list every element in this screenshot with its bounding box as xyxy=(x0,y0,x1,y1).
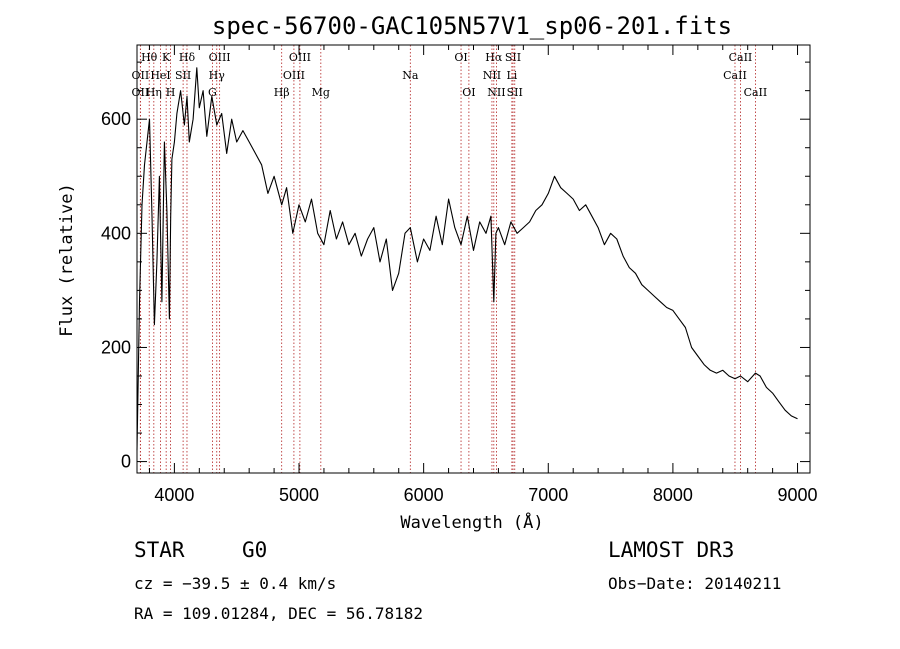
x-tick-label: 6000 xyxy=(404,485,444,505)
spectral-line-label: OIII xyxy=(283,69,305,82)
x-tick-label: 4000 xyxy=(154,485,194,505)
y-tick-label: 400 xyxy=(101,223,131,243)
spectral-line-label: OI xyxy=(462,86,475,99)
spectral-line-label: SII xyxy=(505,51,521,64)
x-tick-label: 5000 xyxy=(279,485,319,505)
spectrum-plot: spec-56700-GAC105N57V1_sp06-201.fits Hθ O… xyxy=(57,12,818,533)
spectral-line-label: Na xyxy=(402,69,419,82)
spectral-line-label: OIII xyxy=(289,51,311,64)
spectral-line-label: CaII xyxy=(729,51,753,64)
object-class: STAR xyxy=(134,538,185,562)
spectral-line-label: SII xyxy=(507,86,523,99)
spectral-line-label: Hθ xyxy=(141,51,158,64)
spectrum-line xyxy=(136,67,798,451)
spectral-line-label: Hγ xyxy=(209,69,226,82)
spectral-line-label: CaII xyxy=(723,69,747,82)
spectral-line-label: NII xyxy=(483,69,501,82)
y-axis-label: Flux (relative) xyxy=(57,183,77,337)
object-subclass: G0 xyxy=(242,538,268,562)
x-tick-label: 7000 xyxy=(528,485,568,505)
survey-name: LAMOST DR3 xyxy=(608,538,735,562)
spectral-line-label: Hβ xyxy=(274,86,290,99)
spectral-line-label: SII xyxy=(175,69,191,82)
spectral-line-label: OII xyxy=(132,86,150,99)
axis-ticks: 4000 5000 6000 7000 8000 9000 0 200 400 600 xyxy=(101,45,818,505)
spectral-line-label: OI xyxy=(454,51,467,64)
spectral-line-label: Li xyxy=(506,69,517,82)
coordinates: RA = 109.01284, DEC = 56.78182 xyxy=(134,604,423,623)
spectral-line-label: Hδ xyxy=(179,51,196,64)
y-tick-label: 0 xyxy=(121,452,131,472)
spectral-line-label: OIII xyxy=(209,51,231,64)
x-tick-label: 9000 xyxy=(778,485,818,505)
spectral-line-label: CaII xyxy=(744,86,768,99)
spectral-line-markers: Hθ OII OII K HeI Hη H Hδ SII OIII Hγ G OIII OIII Hβ Mg N… xyxy=(132,45,768,473)
y-tick-label: 600 xyxy=(101,109,131,129)
redshift-value: cz = −39.5 ± 0.4 km/s xyxy=(134,574,337,593)
spectral-line-label: H xyxy=(166,86,176,99)
spectral-line-label: G xyxy=(208,86,217,99)
chart-title: spec-56700-GAC105N57V1_sp06-201.fits xyxy=(212,12,732,40)
spectral-line-label: NII xyxy=(487,86,505,99)
observation-date: Obs−Date: 20140211 xyxy=(608,574,782,593)
spectrum-layer xyxy=(136,67,798,451)
x-tick-label: 8000 xyxy=(653,485,693,505)
spectral-line-label: OII xyxy=(132,69,150,82)
spectral-line-label: Mg xyxy=(312,86,330,99)
spectral-line-label: HeI xyxy=(150,69,170,82)
y-tick-label: 200 xyxy=(101,337,131,357)
spectral-line-label: Hη xyxy=(146,86,162,99)
plot-frame xyxy=(136,44,811,474)
spectral-line-label: K xyxy=(162,51,171,64)
spectral-line-label: Hα xyxy=(485,51,503,64)
x-axis-label: Wavelength (Å) xyxy=(400,511,543,533)
